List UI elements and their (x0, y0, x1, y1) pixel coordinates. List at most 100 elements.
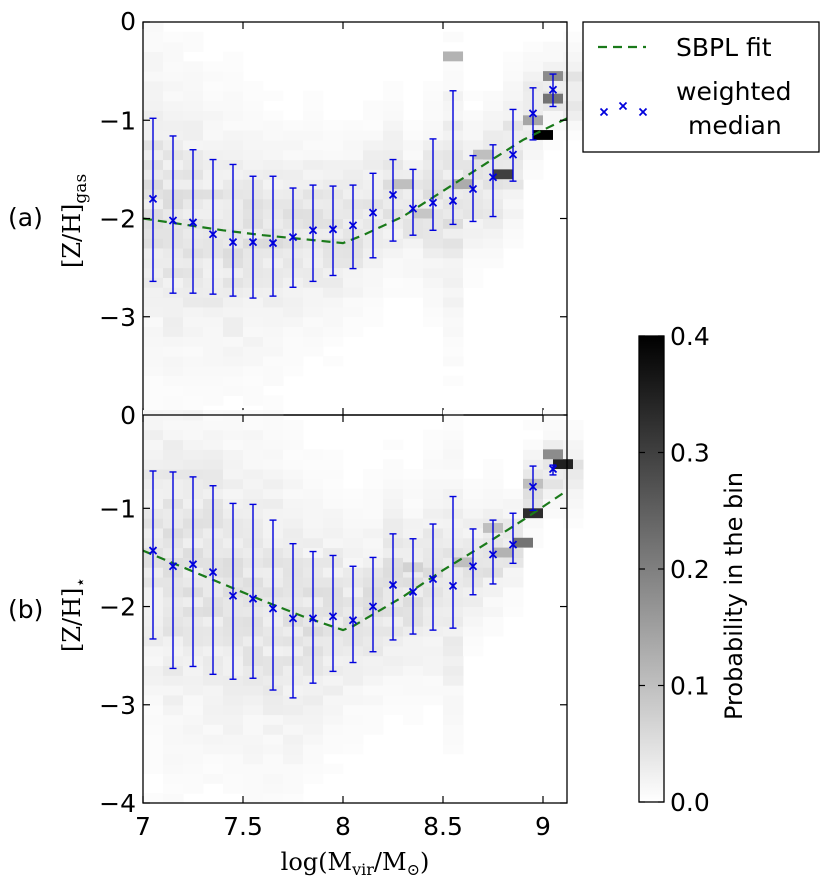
hist-cell (323, 694, 344, 706)
hist-cell (243, 375, 264, 387)
legend-median-label-line2: median (688, 111, 782, 140)
hist-cell (303, 100, 324, 111)
hist-cell (303, 306, 324, 318)
hist-cell (183, 316, 204, 328)
median-marker (348, 221, 358, 230)
hist-cell (323, 169, 344, 180)
hist-cell (343, 488, 364, 499)
hist-cell (263, 783, 284, 794)
hist-cell (323, 120, 344, 131)
hist-cell (143, 694, 164, 706)
hist-cell (243, 356, 264, 367)
hist-cell (463, 277, 484, 288)
hist-cell (463, 139, 484, 151)
median-marker (488, 173, 498, 182)
hist-cell (383, 508, 404, 519)
hist-cell (443, 675, 464, 686)
hist-cell (383, 247, 404, 259)
hist-cell (223, 783, 244, 794)
hist-cell (363, 267, 384, 278)
hist-cell (403, 655, 424, 666)
hist-cell (443, 238, 464, 249)
hist-cell (163, 41, 184, 52)
hist-cell (263, 478, 284, 490)
legend-median-label-line1: weighted (676, 77, 792, 106)
hist-cell (303, 469, 324, 480)
hist-cell (463, 257, 484, 269)
hist-cell (523, 149, 544, 161)
axes-frame-b (142, 414, 568, 804)
hist-cell (163, 439, 184, 450)
hist-cell (163, 395, 184, 406)
hist-cell (403, 257, 424, 269)
hist-cell (343, 149, 364, 161)
hist-cell (323, 159, 344, 170)
hist-cell (563, 90, 584, 102)
hist-cell (183, 685, 204, 696)
hist-cell (223, 90, 244, 102)
hist-cell (343, 508, 364, 519)
hist-cell (463, 218, 484, 229)
hist-cell (503, 488, 524, 499)
hist-cell (223, 753, 244, 765)
hist-cell (243, 336, 264, 347)
hist-cell (563, 120, 584, 131)
hist-cell (423, 508, 444, 519)
hist-cell (543, 419, 564, 431)
hist-cell (323, 498, 344, 509)
hist-cell (343, 547, 364, 558)
hist-cell (483, 130, 504, 141)
y-tick-label: −3 (99, 303, 136, 332)
errorbar (209, 158, 217, 295)
hist-cell (163, 297, 184, 308)
hist-cell (363, 100, 384, 111)
legend-median-marker (618, 101, 628, 111)
hist-cell (283, 120, 304, 131)
hist-cell (563, 51, 584, 62)
hist-cell (243, 459, 264, 470)
median-markers-a (148, 85, 558, 248)
hist-cell (443, 61, 464, 72)
hist-cell (303, 277, 324, 288)
hist-cell (243, 110, 264, 121)
hist-cell (283, 773, 304, 784)
hist-cell (423, 685, 444, 696)
hist-cell (243, 346, 264, 357)
median-marker (348, 616, 358, 625)
hist-cell (263, 336, 284, 347)
hist-cell (443, 488, 464, 499)
hist-cell (243, 130, 264, 141)
hist-cell (243, 365, 264, 377)
hist-cell (323, 744, 344, 755)
hist-cell (283, 439, 304, 450)
hist-cell (283, 149, 304, 161)
hist-cell (323, 287, 344, 298)
svg-text:[Z/H]gas: [Z/H]gas (58, 174, 91, 268)
hist-cell (143, 655, 164, 666)
hist-cell (343, 139, 364, 151)
hist-cell (203, 375, 224, 387)
hist-cell (163, 793, 184, 804)
hist-cell (303, 734, 324, 745)
hist-cell (223, 469, 244, 480)
hist-cell (383, 675, 404, 686)
hist-cell (203, 316, 224, 328)
hist-cell (563, 469, 584, 480)
hist-cell (343, 130, 364, 141)
hist-cell (203, 675, 224, 686)
hist-cell (143, 714, 164, 725)
hist-cell (363, 478, 384, 490)
hist-cell (423, 518, 444, 529)
hist-cell (443, 704, 464, 716)
hist-cell (383, 478, 404, 490)
hist-cell (263, 724, 284, 735)
hist-cell (183, 439, 204, 450)
median-marker (288, 614, 298, 623)
hist-cell (363, 130, 384, 141)
hist-cell (163, 685, 184, 696)
hist-cell (403, 478, 424, 490)
hist-cell (263, 110, 284, 121)
hist-cell (303, 449, 324, 460)
hist-cell (483, 469, 504, 480)
hist-cell (303, 110, 324, 121)
